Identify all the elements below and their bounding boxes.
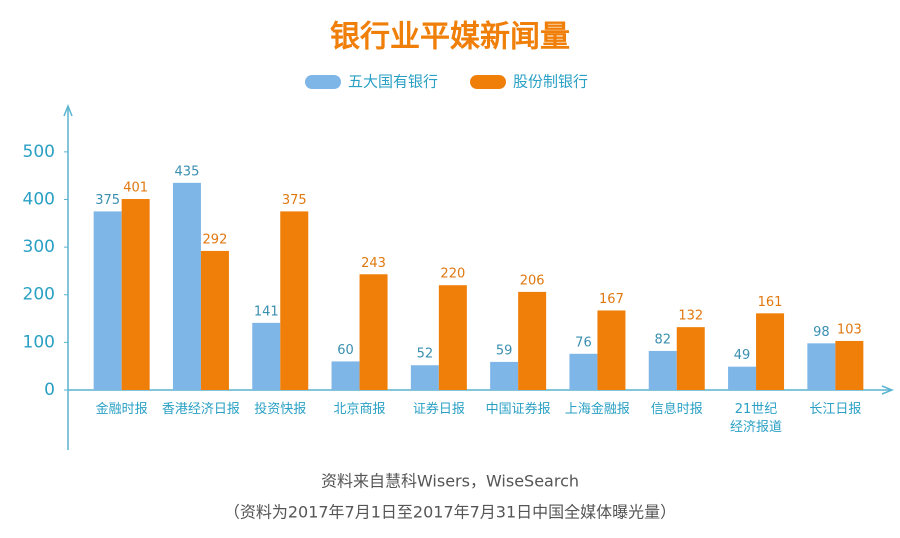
value-label: 375 [95, 193, 120, 208]
source: 资料来自慧科Wisers，WiseSearch [321, 472, 579, 491]
bar [331, 361, 360, 390]
value-label: 375 [282, 193, 307, 208]
bar [807, 343, 836, 390]
bar [438, 285, 467, 390]
x-tick-label: 上海金融报 [564, 402, 630, 417]
value-label: 206 [520, 273, 545, 288]
x-tick-label: 香港经济日报 [161, 402, 240, 417]
bar [200, 250, 229, 390]
y-tick-label: 100 [23, 332, 55, 352]
value-label: 401 [123, 181, 148, 196]
bar [756, 313, 785, 390]
value-label: 141 [254, 304, 279, 319]
x-axis-arrow [881, 385, 895, 395]
value-label: 132 [678, 309, 703, 324]
bar [410, 365, 439, 390]
y-axis-arrow [63, 103, 73, 117]
bar [490, 361, 519, 390]
legend-label: 五大国有银行 [348, 73, 438, 91]
bar [93, 211, 122, 390]
bar [121, 199, 150, 390]
x-tick-label: 长江日报 [809, 402, 862, 417]
x-tick-label: 北京商报 [333, 402, 386, 417]
value-label: 167 [599, 292, 624, 307]
y-tick-label: 300 [23, 237, 55, 257]
value-label: 161 [758, 295, 783, 310]
x-tick-label: 21世纪 经济报道 [730, 402, 783, 435]
y-tick-label: 0 [44, 380, 55, 400]
x-tick-label: 金融时报 [95, 402, 148, 417]
bar [835, 340, 864, 390]
value-label: 60 [337, 343, 354, 358]
bar [252, 322, 281, 390]
value-label: 59 [496, 343, 513, 358]
bar [172, 182, 201, 390]
value-label: 52 [417, 347, 434, 362]
legend-label: 股份制银行 [513, 73, 588, 91]
bar [359, 274, 388, 390]
bar [280, 211, 309, 390]
legend-swatch [305, 75, 341, 89]
note: （资料为2017年7月1日至2017年7月31日中国全媒体曝光量） [224, 503, 676, 522]
x-tick-label: 证券日报 [412, 402, 465, 417]
bar [648, 350, 677, 390]
bar [676, 327, 705, 390]
x-tick-label: 投资快报 [254, 402, 307, 417]
value-label: 76 [575, 335, 592, 350]
x-tick-label: 中国证券报 [485, 402, 551, 417]
x-tick-label: 信息时报 [650, 402, 703, 417]
value-label: 98 [813, 325, 830, 340]
bar [597, 310, 626, 390]
value-label: 243 [361, 256, 386, 271]
value-label: 49 [734, 348, 751, 363]
legend-swatch [470, 75, 506, 89]
y-tick-label: 200 [23, 285, 55, 305]
y-tick-label: 500 [23, 142, 55, 162]
y-tick-label: 400 [23, 189, 55, 209]
value-label: 82 [654, 332, 671, 347]
value-label: 435 [175, 164, 200, 179]
chart-title: 银行业平媒新闻量 [330, 20, 570, 55]
value-label: 292 [203, 232, 228, 247]
bar [728, 366, 757, 390]
value-label: 103 [837, 322, 862, 337]
bar [569, 353, 598, 390]
value-label: 220 [440, 267, 465, 282]
bar [518, 291, 547, 390]
